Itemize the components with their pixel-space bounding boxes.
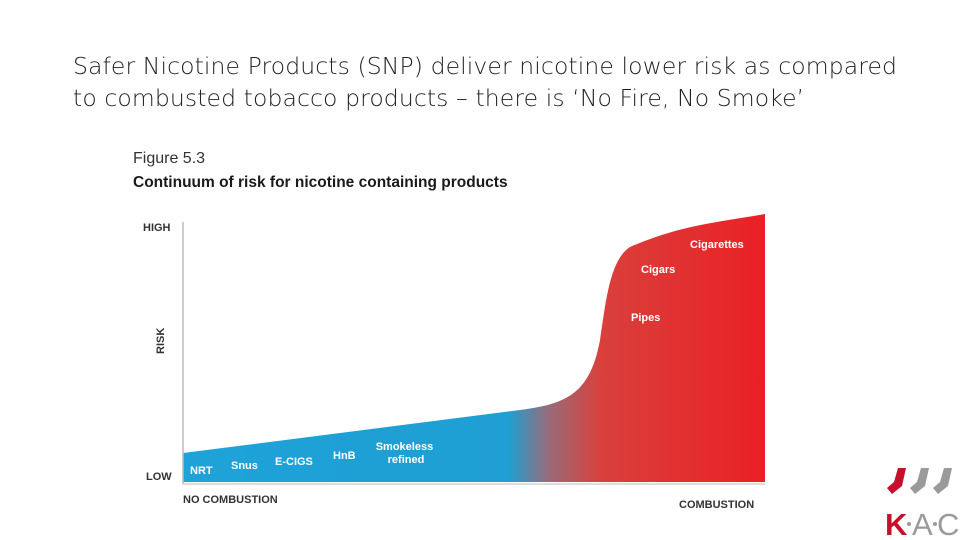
x-axis-start-label: NO COMBUSTION [183, 494, 278, 506]
y-axis-low-label: LOW [146, 471, 172, 483]
product-label-cigarettes: Cigarettes [690, 239, 744, 251]
product-label-nrt: NRT [190, 465, 213, 477]
figure-label: Figure 5.3 [133, 150, 206, 167]
product-label-cigars: Cigars [641, 264, 675, 276]
logo-stripe-grey-1 [910, 468, 929, 494]
product-label-snus: Snus [231, 460, 258, 472]
logo-letter-k: K [885, 507, 908, 540]
figure-title: Continuum of risk for nicotine containin… [133, 174, 508, 191]
risk-area [183, 214, 765, 482]
logo-letter-c: C [937, 507, 959, 540]
slide-title: Safer Nicotine Products (SNP) deliver ni… [73, 52, 898, 112]
y-axis-high-label: HIGH [143, 222, 171, 234]
logo-dot-2 [933, 522, 937, 526]
logo-dot-1 [907, 522, 911, 526]
logo-stripe-red [887, 468, 906, 494]
x-axis-end-label: COMBUSTION [679, 499, 754, 511]
kac-logo: K A C [885, 468, 959, 540]
product-label-smokeless-refined: Smokeless refined [376, 441, 437, 466]
y-axis-title: RISK [155, 328, 167, 354]
product-label-hnb: HnB [333, 450, 356, 462]
logo-stripe-grey-2 [933, 468, 952, 494]
product-label-e-cigs: E-CIGS [275, 456, 313, 468]
logo-letter-a: A [912, 507, 933, 540]
product-label-pipes: Pipes [631, 312, 660, 324]
